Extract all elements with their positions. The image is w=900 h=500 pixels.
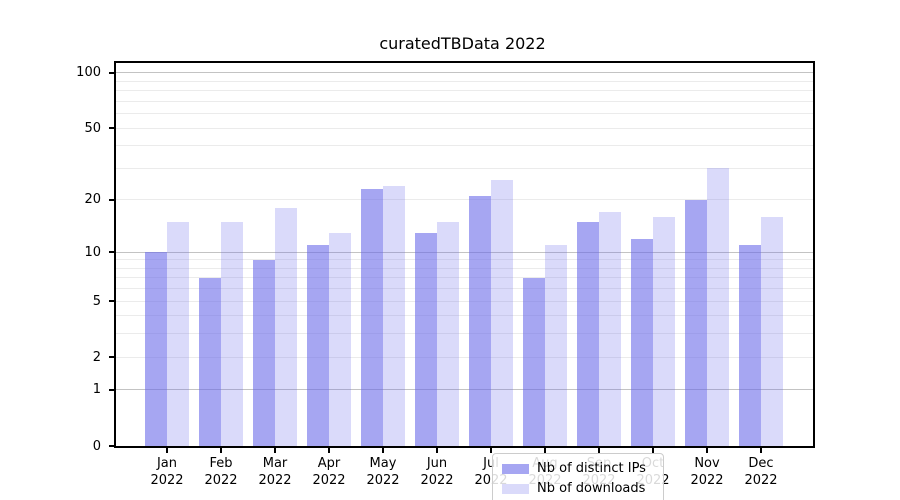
bar-downloads-nov	[707, 168, 729, 446]
x-tick-label-nov: Nov 2022	[690, 456, 724, 488]
bar-distinct-ips-dec	[739, 245, 761, 446]
bar-downloads-may	[383, 185, 405, 446]
x-tick-label-mar: Mar 2022	[258, 456, 292, 488]
gridline-minor	[116, 113, 813, 115]
gridline-minor	[116, 300, 813, 302]
x-tick-mark	[166, 448, 168, 453]
y-tick-label-2: 2	[92, 349, 101, 365]
bar-distinct-ips-jul	[469, 196, 491, 446]
y-tick-mark	[109, 388, 114, 391]
gridline-minor	[116, 315, 813, 317]
bar-distinct-ips-apr	[307, 245, 329, 446]
bar-distinct-ips-mar	[253, 259, 275, 446]
y-tick-mark	[109, 127, 114, 130]
gridline-minor	[116, 145, 813, 147]
gridline-minor	[116, 100, 813, 102]
bar-distinct-ips-oct	[631, 238, 653, 446]
bar-downloads-feb	[221, 221, 243, 446]
bar-distinct-ips-sep	[577, 221, 599, 446]
bar-distinct-ips-aug	[523, 277, 545, 446]
x-tick-mark	[274, 448, 276, 453]
gridline-minor	[116, 277, 813, 279]
x-tick-mark	[220, 448, 222, 453]
y-tick-mark	[109, 198, 114, 201]
bar-downloads-sep	[599, 212, 621, 446]
legend-swatch-distinct-ips	[502, 463, 529, 474]
x-tick-label-feb: Feb 2022	[204, 456, 238, 488]
x-tick-label-jun: Jun 2022	[420, 456, 454, 488]
x-tick-label-may: May 2022	[366, 456, 400, 488]
x-tick-mark	[544, 448, 546, 453]
bar-downloads-dec	[761, 217, 783, 446]
bar-downloads-jan	[167, 221, 189, 446]
y-tick-label-0: 0	[92, 438, 101, 454]
bar-downloads-apr	[329, 232, 351, 446]
gridline-minor	[116, 267, 813, 269]
y-tick-mark	[109, 71, 114, 74]
x-tick-mark	[382, 448, 384, 453]
y-tick-label-10: 10	[84, 244, 101, 260]
legend: Nb of distinct IPs Nb of downloads	[492, 453, 664, 500]
gridline-minor	[116, 288, 813, 290]
legend-item-distinct-ips: Nb of distinct IPs	[502, 461, 653, 476]
x-tick-label-jan: Jan 2022	[150, 456, 184, 488]
bar-distinct-ips-jun	[415, 232, 437, 446]
gridline-major	[116, 251, 813, 253]
x-tick-mark	[706, 448, 708, 453]
bar-downloads-oct	[653, 217, 675, 446]
bar-distinct-ips-jan	[145, 252, 167, 446]
y-tick-label-100: 100	[76, 65, 101, 81]
y-tick-label-50: 50	[84, 120, 101, 136]
gridline-major	[116, 72, 813, 74]
x-tick-mark	[436, 448, 438, 453]
gridline-minor	[116, 199, 813, 201]
gridline-major	[116, 389, 813, 391]
x-tick-mark	[328, 448, 330, 453]
y-tick-mark	[109, 300, 114, 303]
gridline-minor	[116, 333, 813, 335]
x-tick-mark	[598, 448, 600, 453]
y-tick-mark	[109, 356, 114, 359]
legend-label-downloads: Nb of downloads	[537, 481, 646, 496]
bar-downloads-jun	[437, 221, 459, 446]
gridline-minor	[116, 127, 813, 129]
bar-distinct-ips-nov	[685, 199, 707, 446]
plot-area: Nb of distinct IPs Nb of downloads	[114, 61, 815, 500]
y-tick-label-1: 1	[92, 382, 101, 398]
x-tick-mark	[760, 448, 762, 453]
x-tick-label-apr: Apr 2022	[312, 456, 346, 488]
legend-item-downloads: Nb of downloads	[502, 481, 653, 496]
gridline-minor	[116, 356, 813, 358]
gridline-minor	[116, 90, 813, 92]
legend-label-distinct-ips: Nb of distinct IPs	[537, 461, 646, 476]
x-tick-mark	[652, 448, 654, 453]
x-tick-label-dec: Dec 2022	[744, 456, 778, 488]
bar-distinct-ips-feb	[199, 277, 221, 446]
gridline-minor	[116, 80, 813, 82]
y-tick-label-5: 5	[92, 293, 101, 309]
legend-swatch-downloads	[502, 483, 529, 494]
gridline-minor	[116, 259, 813, 261]
y-tick-mark	[109, 251, 114, 254]
chart-title: curatedTBData 2022	[379, 34, 546, 53]
x-tick-mark	[490, 448, 492, 453]
bar-downloads-mar	[275, 208, 297, 446]
bar-downloads-jul	[491, 179, 513, 446]
y-tick-mark	[109, 445, 114, 447]
bar-distinct-ips-may	[361, 189, 383, 446]
gridline-minor	[116, 167, 813, 169]
y-tick-label-20: 20	[84, 192, 101, 208]
bar-downloads-aug	[545, 245, 567, 446]
